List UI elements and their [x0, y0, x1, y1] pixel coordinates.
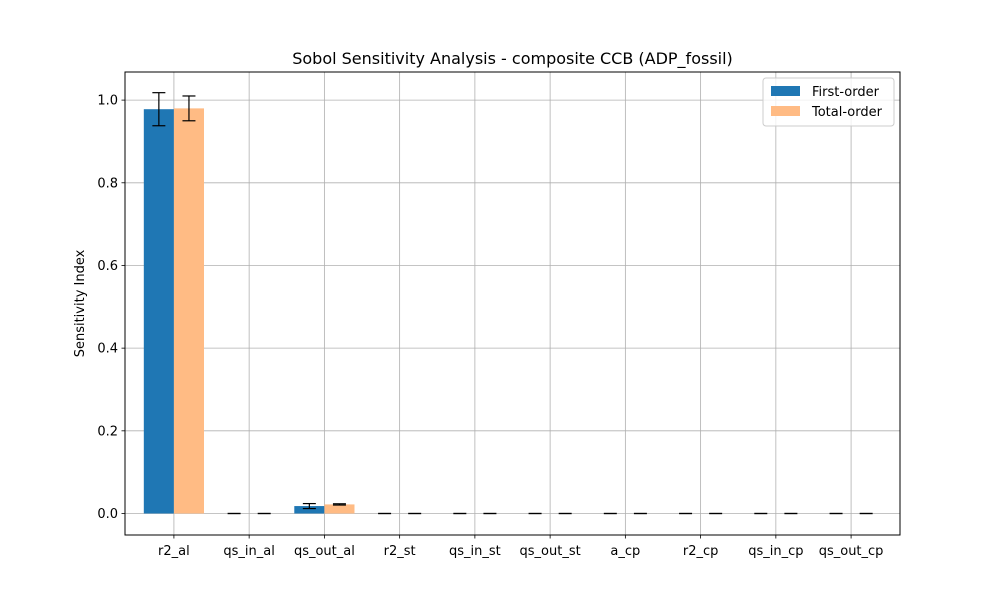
y-axis-label: Sensitivity Index [73, 249, 88, 357]
x-tick-label-a-cp: a_cp [610, 544, 640, 559]
y-tick-label: 1.0 [97, 94, 118, 109]
x-tick-label-qs-out-cp: qs_out_cp [819, 544, 884, 559]
legend-swatch-total-order [771, 106, 800, 116]
x-tick-label-qs-out-st: qs_out_st [520, 544, 581, 559]
bar-first-order-r2-al [143, 109, 174, 514]
y-tick-label: 0.4 [97, 342, 118, 357]
plot-area [125, 72, 900, 535]
y-tick-label: 0.6 [97, 259, 118, 274]
plot-frame [124, 71, 901, 536]
y-tick-label: 0.0 [97, 507, 118, 522]
x-tick-label-r2-st: r2_st [384, 544, 416, 559]
error-bars-layer [152, 92, 873, 515]
y-axis: 0.0 0.2 0.4 0.6 0.8 1.0 [97, 94, 125, 522]
x-tick-label-r2-al: r2_al [158, 544, 190, 559]
bar-total-order-r2-al [173, 108, 205, 514]
legend-label-first-order: First-order [812, 85, 880, 100]
bar-first-order-qs-out-al [294, 506, 325, 514]
x-axis: r2_al qs_in_al qs_out_al r2_st qs_in_st qs_ou… [158, 535, 883, 559]
x-tick-label-qs-in-cp: qs_in_cp [748, 544, 803, 559]
legend: First-order Total-order [762, 77, 895, 127]
chart-title: Sobol Sensitivity Analysis - composite C… [292, 49, 733, 69]
y-tick-label: 0.8 [97, 176, 118, 191]
y-tick-label: 0.2 [97, 424, 118, 439]
x-tick-label-qs-in-st: qs_in_st [449, 544, 501, 559]
legend-label-total-order: Total-order [811, 105, 883, 120]
x-tick-label-r2-cp: r2_cp [683, 544, 719, 559]
x-tick-label-qs-out-al: qs_out_al [294, 544, 355, 559]
x-tick-label-qs-in-al: qs_in_al [223, 544, 274, 559]
legend-swatch-first-order [771, 86, 800, 96]
bar-total-order-qs-out-al [324, 504, 355, 514]
bars-layer [143, 108, 882, 514]
grid-layer [125, 72, 900, 535]
